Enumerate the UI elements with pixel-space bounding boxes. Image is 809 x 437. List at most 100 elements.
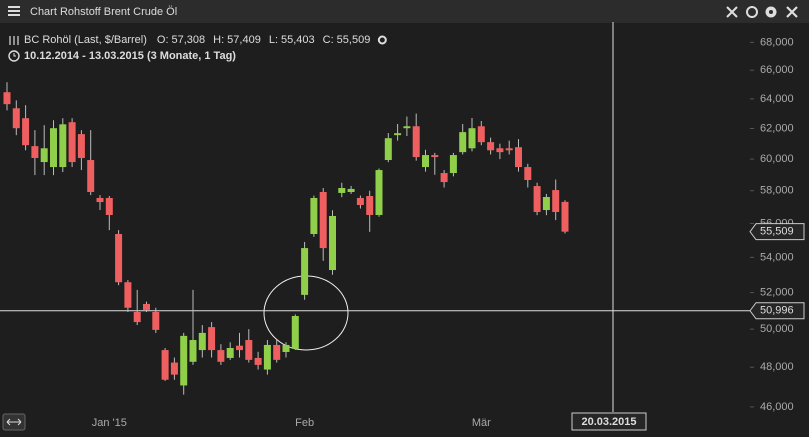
crosshair-price-box — [749, 302, 805, 320]
candle-body — [68, 122, 76, 163]
y-tick-label: 68,000 — [760, 36, 794, 48]
candle-body — [561, 201, 569, 232]
candle-body — [31, 146, 39, 159]
candle-body — [477, 126, 485, 143]
y-tick-label: 62,000 — [760, 122, 794, 134]
candle-body — [459, 132, 467, 153]
candle-body — [96, 197, 104, 203]
readout-key: O: — [157, 34, 169, 46]
readout-value: 55,403 — [281, 34, 315, 46]
window-title: Chart Rohstoff Brent Crude Öl — [30, 6, 177, 18]
y-tick-label: 46,000 — [760, 401, 794, 413]
candle-body — [170, 362, 178, 375]
crosshair-date-box — [571, 412, 647, 431]
clock-icon — [8, 50, 20, 62]
y-tick-label: 58,000 — [760, 185, 794, 197]
y-tick-label: 52,000 — [760, 286, 794, 298]
candle-body — [22, 118, 30, 146]
candle-body — [552, 190, 560, 213]
candle-body — [77, 134, 85, 159]
candle-body — [143, 303, 150, 310]
candle-body — [87, 160, 95, 193]
candle-body — [59, 124, 67, 168]
candle-body — [403, 126, 411, 129]
y-tick-label: 50,000 — [760, 323, 794, 335]
candle-body — [208, 327, 216, 351]
candle-body — [152, 311, 160, 330]
x-tick-label: Mär — [472, 417, 491, 429]
close-icon[interactable] — [786, 6, 798, 18]
candle-body — [282, 344, 290, 352]
candle-body — [310, 197, 318, 234]
last-price-label: 55,509 — [760, 226, 794, 238]
readout-value: 55,509 — [337, 34, 371, 46]
last-price-box — [749, 223, 805, 241]
candle-body — [319, 192, 327, 249]
crosshair-date: 20.03.2015 — [581, 416, 636, 428]
candle-body — [40, 148, 48, 163]
candle-body — [189, 340, 197, 362]
candle-body — [384, 138, 392, 161]
candle-body — [133, 311, 141, 323]
filter-icon[interactable] — [9, 36, 19, 45]
readout-key: H: — [213, 34, 224, 46]
candle-body — [12, 108, 20, 129]
help-icon[interactable] — [765, 6, 777, 18]
candle-body — [431, 155, 439, 158]
series-name: BC Rohöl (Last, $/Barrel) — [24, 34, 147, 46]
candle-body — [542, 197, 550, 211]
y-tick-label: 54,000 — [760, 251, 794, 263]
candle-body — [161, 350, 169, 380]
candle-body — [3, 92, 11, 105]
y-tick-label: 66,000 — [760, 64, 794, 76]
candle-body — [533, 186, 541, 213]
candle-body — [440, 173, 448, 183]
readout-value: 57,409 — [227, 34, 261, 46]
candle-body — [338, 187, 346, 193]
x-tick-label: Jan '15 — [92, 417, 127, 429]
settings-icon[interactable] — [746, 6, 758, 18]
candle-body — [422, 155, 429, 168]
candle-body — [180, 335, 188, 386]
readout-key: L: — [269, 34, 278, 46]
candle-body — [124, 282, 132, 308]
visibility-icon[interactable] — [377, 35, 387, 45]
candle-body — [105, 197, 113, 215]
candle-body — [115, 233, 123, 283]
title-bar — [0, 0, 809, 23]
candle-body — [412, 126, 420, 158]
candle-body — [487, 142, 495, 151]
candle-body — [263, 344, 271, 370]
candle-body — [217, 350, 225, 362]
candle-body — [198, 332, 206, 351]
candle-body — [347, 188, 355, 193]
x-tick-label: Feb — [295, 417, 314, 429]
readout-value: 57,308 — [172, 34, 206, 46]
y-tick-label: 60,000 — [760, 153, 794, 165]
candle-body — [329, 215, 336, 271]
candle-body — [505, 148, 513, 151]
candle-body — [496, 148, 504, 153]
candle-body — [366, 196, 374, 215]
menu-icon[interactable] — [8, 6, 20, 16]
date-range: 10.12.2014 - 13.03.2015 (3 Monate, 1 Tag… — [24, 50, 236, 62]
crosshair-price-label: 50,996 — [760, 305, 794, 317]
legend: BC Rohöl (Last, $/Barrel) O: 57,308 H: 57,40… — [24, 34, 370, 46]
candle-body — [301, 248, 309, 295]
candle-body — [468, 128, 476, 149]
y-tick-label: 64,000 — [760, 93, 794, 105]
candle-body — [394, 133, 402, 136]
candle-body — [356, 197, 364, 205]
candle-body — [254, 357, 262, 365]
candle-body — [273, 344, 281, 360]
readout-key: C: — [323, 34, 334, 46]
toggle-button[interactable] — [2, 413, 26, 431]
candle-body — [515, 147, 522, 168]
expand-icon[interactable] — [726, 6, 738, 18]
candle-body — [449, 155, 457, 174]
candle-body — [245, 340, 253, 360]
candle-body — [226, 347, 234, 358]
candle-body — [524, 167, 532, 180]
candle-body — [291, 315, 299, 349]
